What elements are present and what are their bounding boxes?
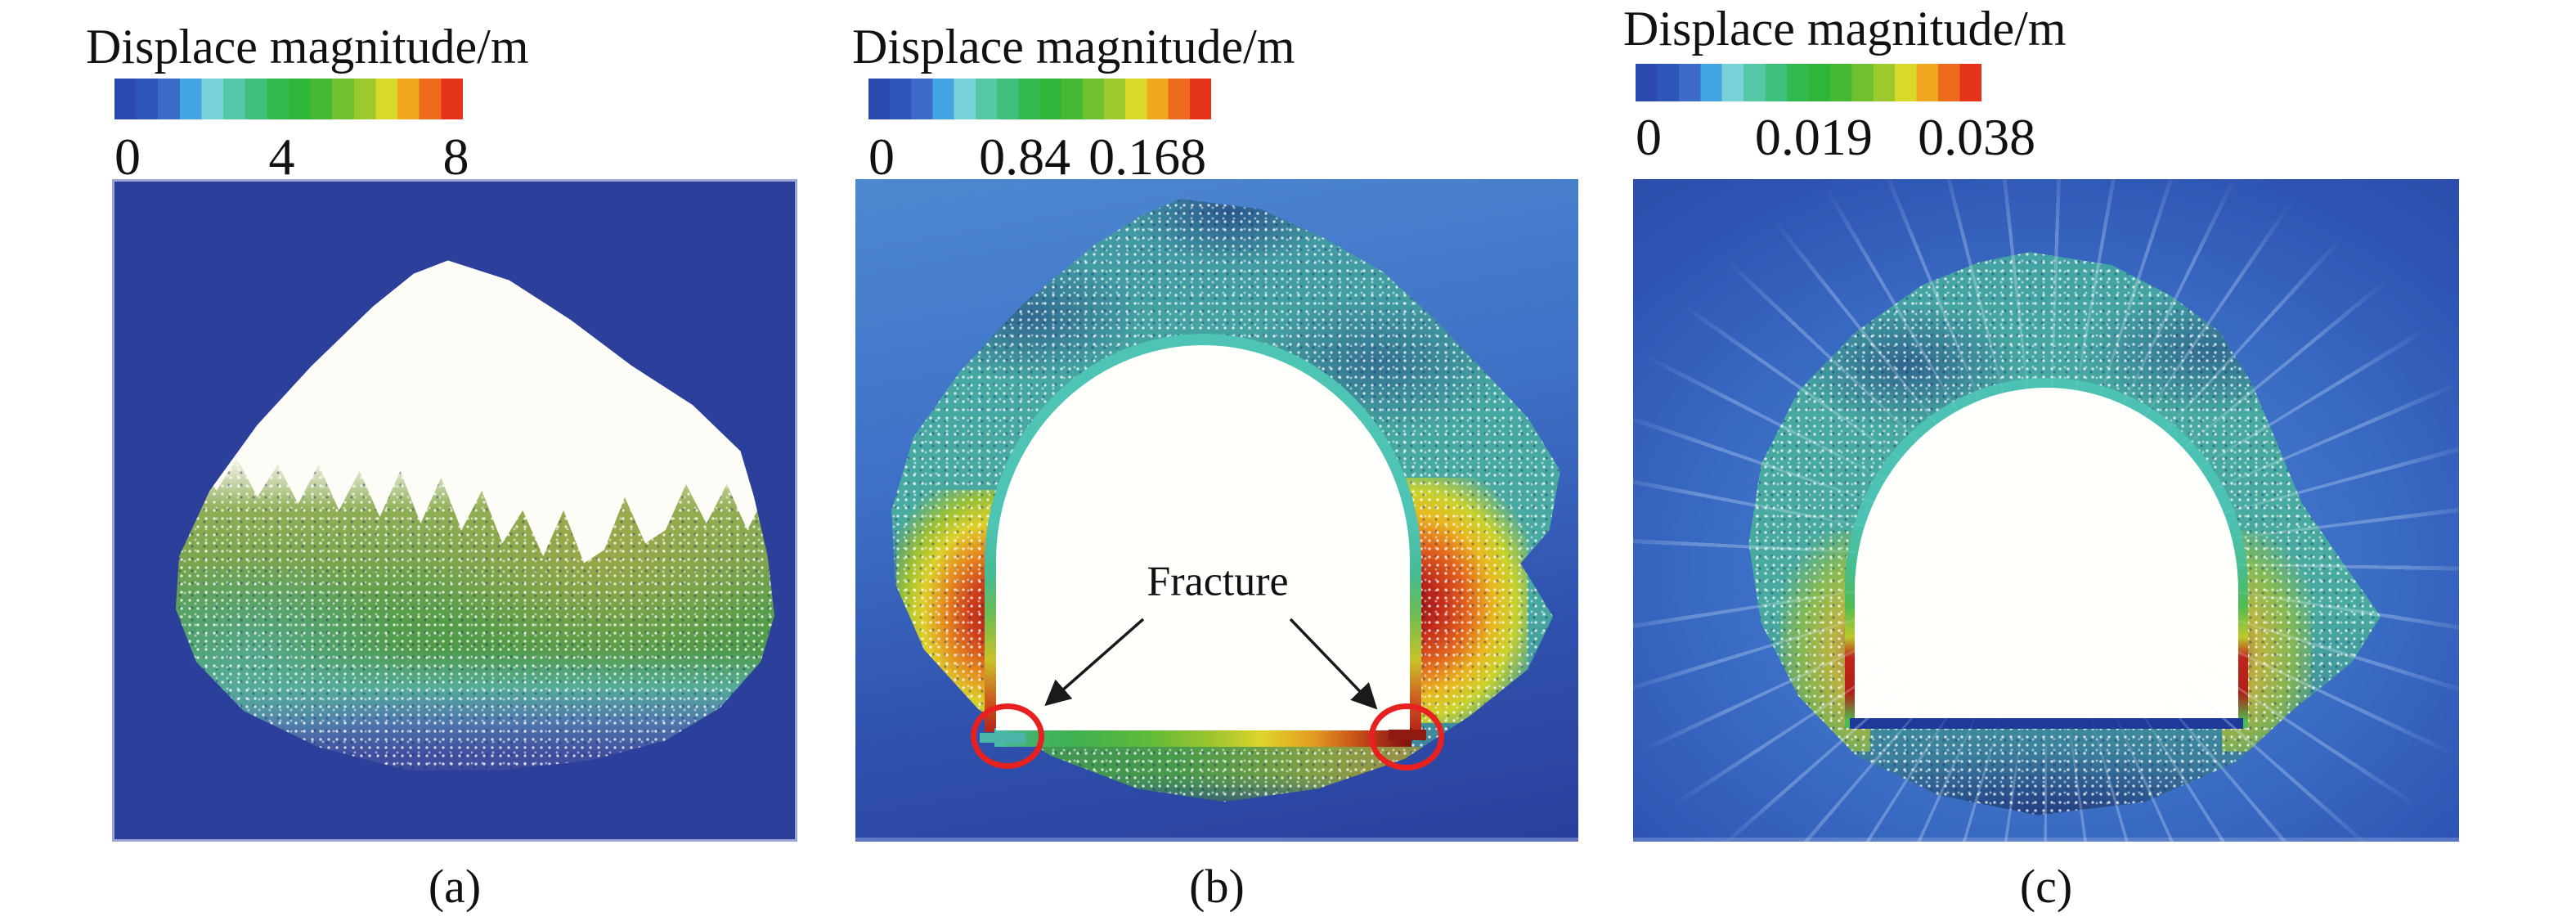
- tunnel-floor-band-b: [994, 728, 1411, 747]
- colorbar-c-title: Displace magnitude/m: [1623, 2, 2067, 56]
- colorbar-a-title: Displace magnitude/m: [86, 20, 529, 74]
- colorbar-c-tick-mid: 0.019: [1754, 108, 1873, 166]
- rock-bolt-rays: [1633, 179, 2459, 842]
- colorbar-c-tick-min: 0: [1636, 108, 1662, 166]
- simulation-panel-a: [112, 179, 797, 842]
- colorbar-b-tick-min: 0: [868, 128, 895, 186]
- fracture-circle-right: [1369, 703, 1444, 770]
- colorbar-a-tick-mid: 4: [268, 128, 295, 186]
- colorbar-b-tick-mid: 0.84: [979, 128, 1071, 186]
- colorbar-a-tick-max: 8: [442, 128, 469, 186]
- colorbar-b-title: Displace magnitude/m: [852, 20, 1295, 74]
- tunnel-opening-c: [1855, 388, 2238, 728]
- colorbar-c: Displace magnitude/m 0 0.019 0.038: [1623, 2, 2067, 173]
- caption-a: (a): [428, 860, 482, 913]
- fracture-arrows: [1044, 618, 1378, 710]
- colorbar-a-gradient: [114, 79, 463, 119]
- caption-b: (b): [1189, 860, 1245, 913]
- fracture-circle-left: [971, 703, 1044, 769]
- arrow-to-left-fracture: [1044, 618, 1145, 707]
- tunnel-opening-b: [996, 345, 1410, 730]
- rock-mass-a: [175, 260, 775, 770]
- arrow-to-right-fracture: [1289, 618, 1378, 710]
- colorbar-b: Displace magnitude/m 0 0.84 0.168: [852, 20, 1295, 191]
- colorbar-b-tick-max: 0.168: [1088, 128, 1207, 186]
- tunnel-floor-line-c: [1850, 718, 2243, 729]
- collapsed-void-region: [175, 260, 775, 564]
- colorbar-c-ticks: 0 0.019 0.038: [1636, 106, 2035, 166]
- simulation-panel-c: [1633, 179, 2459, 842]
- simulation-panel-b: Fracture: [855, 179, 1578, 842]
- fracture-annotation: Fracture: [1147, 558, 1289, 605]
- colorbar-c-gradient: [1636, 64, 1981, 101]
- colorbar-b-ticks: 0 0.84 0.168: [868, 126, 1211, 183]
- caption-c: (c): [2019, 860, 2073, 913]
- colorbar-a-ticks: 0 4 8: [114, 126, 469, 186]
- colorbar-a-tick-min: 0: [114, 128, 141, 186]
- colorbar-a: Displace magnitude/m 0 4 8: [86, 20, 529, 191]
- colorbar-b-gradient: [868, 79, 1211, 119]
- colorbar-c-tick-max: 0.038: [1918, 108, 2036, 166]
